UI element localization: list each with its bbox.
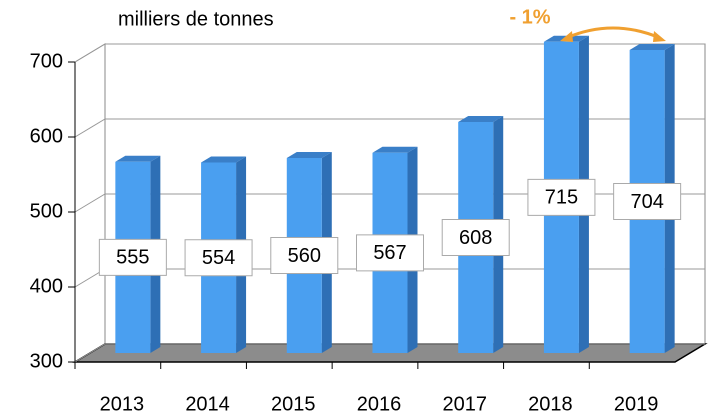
x-tick-label: 2015	[271, 393, 316, 415]
axis-unit-label: milliers de tonnes	[118, 8, 274, 30]
value-label: 715	[545, 187, 578, 209]
bar: 608	[441, 116, 510, 353]
bar-top	[372, 146, 418, 153]
bar-top	[286, 152, 332, 158]
bar: 560	[270, 152, 339, 353]
x-tick-label: 2018	[528, 393, 573, 415]
grid-line	[74, 343, 705, 363]
arrow-head	[653, 31, 666, 42]
bar-top	[115, 155, 161, 162]
x-tick-label: 2019	[614, 393, 659, 415]
grid-line	[74, 118, 705, 138]
annotation-arrow	[565, 26, 661, 40]
y-tick-label: 400	[30, 275, 63, 297]
bar: 704	[613, 44, 682, 353]
annotation-group: - 1%	[509, 6, 666, 42]
bar-top	[629, 44, 675, 50]
value-label-box	[356, 234, 424, 272]
value-label-box	[184, 239, 253, 277]
value-label: 567	[373, 242, 406, 264]
grid-line	[74, 43, 705, 63]
value-label: 554	[202, 247, 235, 269]
value-label: 560	[288, 245, 321, 267]
bar: 715	[527, 35, 596, 353]
x-tick-label: 2013	[100, 393, 145, 415]
bar: 554	[184, 156, 253, 353]
annotation: - 1%	[509, 6, 550, 28]
y-tick-label: 600	[30, 125, 63, 147]
x-tick-label: 2017	[442, 393, 487, 415]
value-label-box	[613, 183, 682, 220]
value-label: 555	[116, 247, 149, 269]
bar-top	[201, 156, 247, 163]
bar: 555	[98, 155, 167, 353]
grid-line	[74, 193, 705, 213]
value-label-box	[527, 178, 596, 216]
y-tick-label: 700	[30, 50, 63, 72]
bar: 567	[356, 146, 424, 353]
value-label: 608	[459, 227, 492, 249]
x-tick-label: 2016	[357, 393, 402, 415]
value-label-box	[270, 237, 339, 274]
value-label-box	[441, 219, 510, 256]
arrow-head	[560, 31, 573, 42]
value-label: 704	[630, 191, 663, 213]
y-tick-label: 300	[30, 350, 63, 372]
y-tick-label: 500	[30, 200, 63, 222]
bar-top	[458, 116, 504, 122]
x-tick-label: 2014	[185, 393, 230, 415]
value-label-box	[98, 238, 167, 276]
